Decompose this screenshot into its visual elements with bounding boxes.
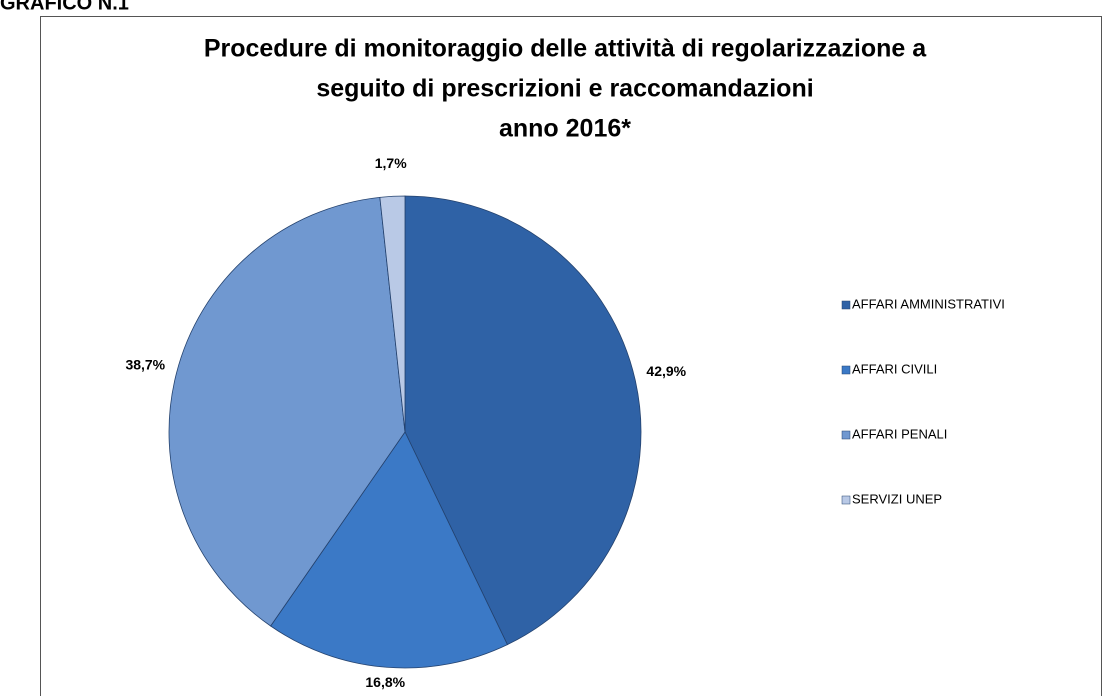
data-label: 42,9% [646, 363, 686, 379]
legend-swatch [841, 495, 851, 505]
legend-label: AFFARI PENALI [852, 426, 947, 441]
pie-slice [270, 431, 508, 669]
data-label: 1,7% [375, 155, 407, 171]
legend-swatch [841, 430, 851, 440]
pie-slice [379, 195, 406, 433]
pie-slice [168, 196, 406, 627]
legend-label: SERVIZI UNEP [852, 491, 942, 506]
legend-label: AFFARI CIVILI [852, 361, 937, 376]
legend-swatch [841, 300, 851, 310]
chart-title: anno 2016* [499, 115, 631, 143]
header: GRAFICO N.1 [0, 0, 129, 14]
data-label: 38,7% [125, 357, 165, 373]
legend-label: AFFARI AMMINISTRATIVI [852, 296, 1005, 311]
chart-title: Procedure di monitoraggio delle attività… [204, 35, 927, 63]
data-label: 16,8% [365, 674, 405, 690]
pie-slice [404, 195, 642, 646]
legend-swatch [841, 365, 851, 375]
chart-title: seguito di prescrizioni e raccomandazion… [316, 75, 813, 103]
